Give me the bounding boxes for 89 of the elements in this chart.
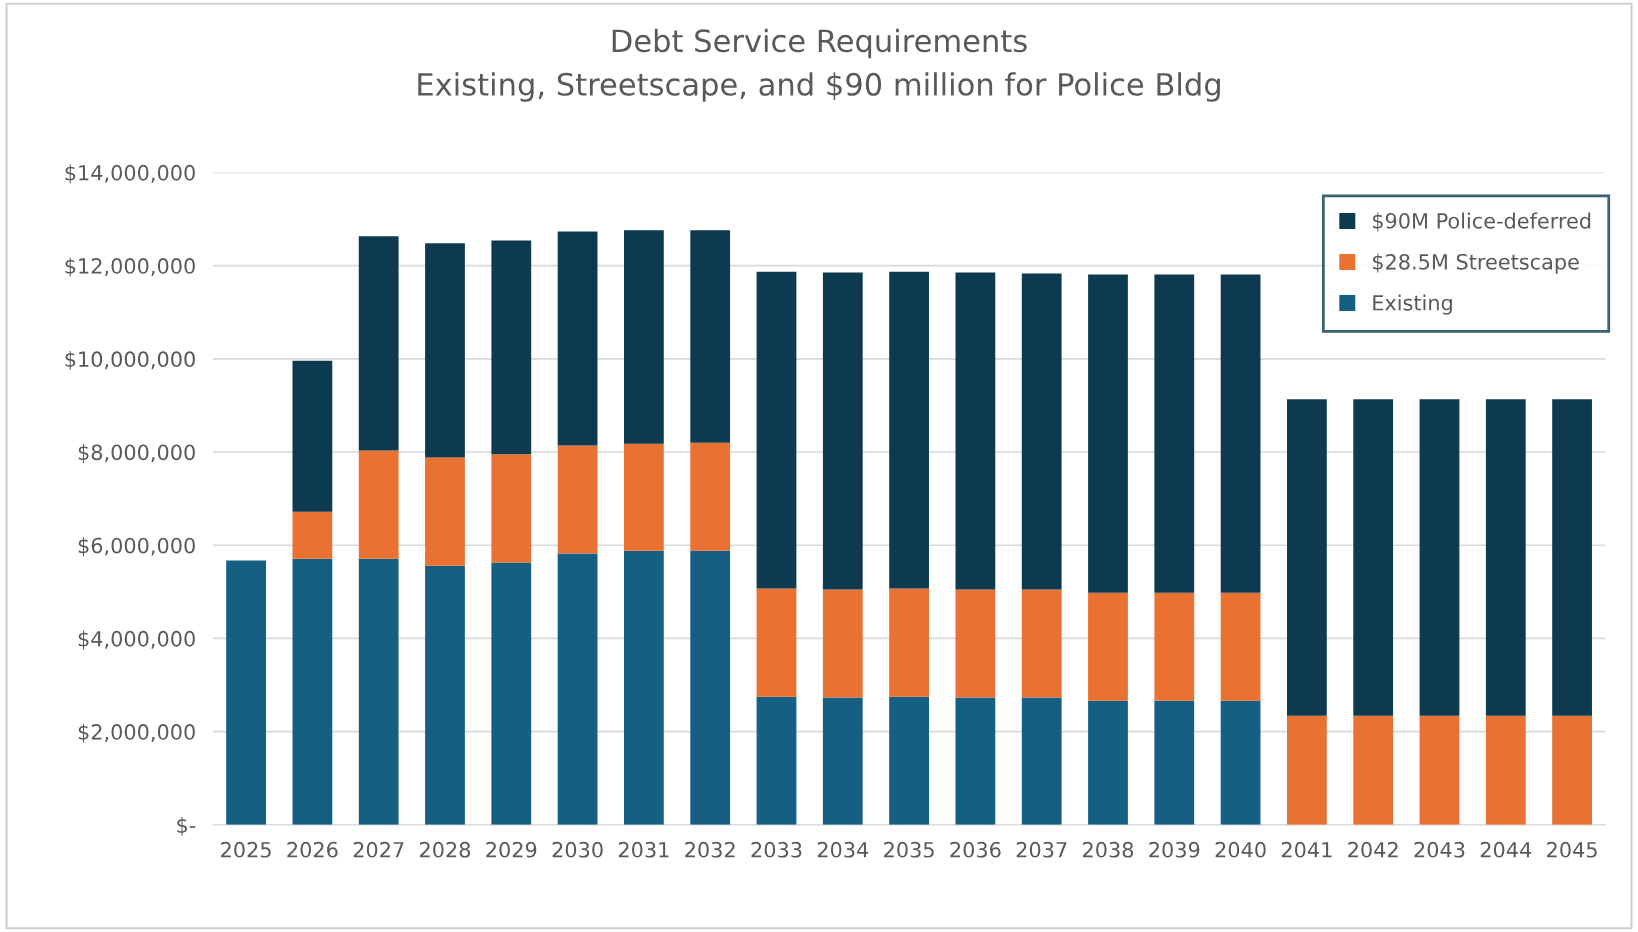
- x-tick-label: 2035: [884, 841, 934, 858]
- bar: [624, 550, 664, 825]
- bar: [491, 562, 532, 825]
- bar: [557, 445, 598, 554]
- y-tick-label: $10,000,000: [65, 350, 195, 370]
- legend-label: Existing: [1373, 294, 1452, 315]
- bar: [889, 588, 929, 697]
- x-tick-label: 2040: [1215, 841, 1266, 858]
- x-tick-label: 2043: [1414, 841, 1465, 858]
- bar: [1220, 592, 1261, 701]
- x-tick-label: 2028: [420, 841, 471, 858]
- bar: [1021, 273, 1062, 590]
- bar: [1419, 715, 1460, 825]
- x-tick-label: 2042: [1348, 841, 1398, 858]
- legend-label: $90M Police-deferred: [1372, 212, 1591, 232]
- bar: [822, 272, 863, 590]
- bar: [358, 236, 399, 451]
- bar: [1353, 715, 1394, 825]
- x-tick-label: 2045: [1547, 841, 1597, 858]
- bar: [425, 457, 465, 566]
- bar: [1220, 274, 1261, 593]
- y-tick-label: $4,000,000: [78, 630, 195, 650]
- x-tick-label: 2025: [221, 841, 271, 858]
- bar: [226, 560, 266, 825]
- bar: [1485, 399, 1526, 716]
- bar: [1287, 399, 1327, 716]
- legend-label: $28.5M Streetscape: [1372, 253, 1579, 274]
- x-tick-label: 2034: [817, 841, 869, 858]
- bar: [1154, 274, 1195, 593]
- bar: [1021, 697, 1062, 825]
- bar: [1154, 592, 1195, 701]
- bar: [491, 454, 532, 563]
- bar: [1021, 589, 1062, 698]
- bar: [756, 588, 797, 697]
- x-tick-label: 2039: [1149, 841, 1200, 858]
- bar: [889, 271, 929, 589]
- bar: [1220, 700, 1261, 825]
- x-tick-label: 2037: [1016, 841, 1067, 858]
- bar: [690, 230, 731, 443]
- bar: [425, 565, 465, 825]
- x-tick-label: 2044: [1480, 841, 1532, 858]
- x-tick-label: 2032: [685, 841, 735, 858]
- bar: [292, 511, 333, 559]
- bar: [1154, 700, 1195, 825]
- bar: [756, 271, 797, 589]
- bar: [624, 230, 664, 444]
- bar: [358, 450, 399, 559]
- bar: [889, 696, 929, 825]
- bar: [557, 231, 598, 446]
- bar: [1287, 715, 1327, 825]
- bar: [822, 589, 863, 698]
- y-tick-label: $14,000,000: [65, 164, 195, 184]
- bar: [690, 550, 731, 825]
- bar: [358, 558, 399, 825]
- x-tick-label: 2036: [950, 841, 1001, 858]
- y-tick-label: $-: [177, 816, 196, 836]
- bar: [624, 443, 664, 551]
- bar: [292, 558, 333, 825]
- y-tick-label: $2,000,000: [78, 723, 195, 743]
- bar: [1552, 399, 1592, 716]
- bar: [1485, 715, 1526, 825]
- bar: [1552, 715, 1592, 825]
- bar: [1088, 700, 1128, 825]
- bar: [1088, 592, 1128, 701]
- chart-title: Debt Service Requirements Existing, Streetscape, and $90 million for Police Bldg: [418, 28, 1220, 102]
- x-tick-label: 2041: [1281, 841, 1332, 858]
- bar: [1088, 274, 1128, 593]
- bar: [425, 243, 465, 458]
- bar: [557, 553, 598, 825]
- bar: [756, 696, 797, 825]
- bar: [822, 697, 863, 825]
- x-tick-label: 2026: [287, 841, 338, 858]
- bar: [491, 240, 532, 455]
- x-tick-label: 2031: [618, 841, 669, 858]
- y-tick-label: $6,000,000: [78, 537, 195, 557]
- x-tick-label: 2033: [751, 841, 802, 858]
- bar: [955, 697, 996, 825]
- x-tick-label: 2030: [552, 841, 603, 858]
- y-tick-label: $8,000,000: [78, 444, 195, 463]
- bar: [1353, 399, 1394, 716]
- bar: [955, 589, 996, 698]
- bar: [1419, 399, 1460, 716]
- x-tick-label: 2027: [353, 841, 404, 858]
- bar: [955, 272, 996, 590]
- x-tick-label: 2038: [1083, 841, 1134, 858]
- x-tick-label: 2029: [486, 841, 537, 858]
- y-tick-label: $12,000,000: [65, 257, 195, 277]
- bar: [292, 360, 333, 512]
- bar: [690, 442, 731, 551]
